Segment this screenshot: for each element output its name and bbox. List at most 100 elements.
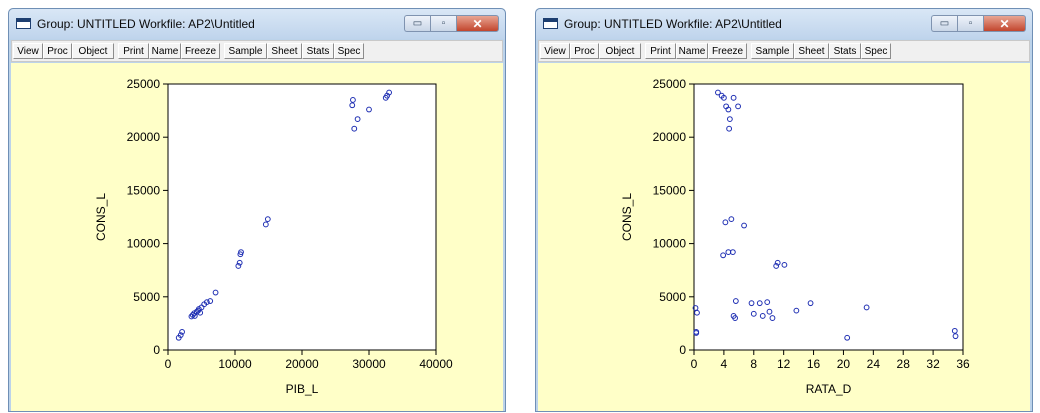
group-window-right[interactable]: Group: UNTITLED Workfile: AP2\Untitled ▭… <box>535 8 1033 412</box>
y-axis-label: CONS_L <box>620 193 634 241</box>
minimize-button[interactable]: ▭ <box>404 15 430 32</box>
title-bar[interactable]: Group: UNTITLED Workfile: AP2\Untitled ▭… <box>9 9 505 39</box>
close-button[interactable]: ✕ <box>456 15 499 32</box>
window-title: Group: UNTITLED Workfile: AP2\Untitled <box>564 17 782 31</box>
stats-button[interactable]: Stats <box>302 43 334 59</box>
plot-frame <box>693 83 964 351</box>
x-tick-label: 0 <box>691 357 698 371</box>
data-point <box>741 222 747 229</box>
y-tick-label: 25000 <box>127 77 161 91</box>
maximize-button[interactable]: ▫ <box>957 15 983 32</box>
x-tick-label: 16 <box>807 357 821 371</box>
stats-button[interactable]: Stats <box>829 43 861 59</box>
name-button[interactable]: Name <box>149 43 181 59</box>
y-tick-label: 15000 <box>127 183 161 197</box>
data-point <box>730 94 737 101</box>
spec-button[interactable]: Spec <box>861 43 891 59</box>
data-point <box>366 106 372 113</box>
data-point <box>732 298 739 304</box>
y-tick-label: 20000 <box>127 130 161 144</box>
y-tick-label: 0 <box>679 343 686 357</box>
data-point <box>793 307 800 314</box>
plot-frame <box>167 83 437 351</box>
x-tick-label: 12 <box>777 357 791 371</box>
y-tick-label: 10000 <box>653 237 687 251</box>
data-point <box>769 315 776 321</box>
data-point <box>264 216 271 223</box>
data-point <box>350 97 356 103</box>
data-point <box>386 89 393 96</box>
sheet-button[interactable]: Sheet <box>267 43 302 59</box>
x-tick-label: 8 <box>750 357 757 371</box>
data-point <box>807 300 814 307</box>
data-point <box>756 300 763 307</box>
title-bar[interactable]: Group: UNTITLED Workfile: AP2\Untitled ▭… <box>536 9 1032 39</box>
y-tick-label: 5000 <box>133 290 160 304</box>
data-point <box>236 259 243 266</box>
data-point <box>720 252 727 259</box>
data-point <box>715 89 721 96</box>
view-button[interactable]: View <box>13 43 43 59</box>
object-button[interactable]: Object <box>599 43 641 59</box>
data-point <box>952 333 959 340</box>
sample-button[interactable]: Sample <box>224 43 267 59</box>
print-button[interactable]: Print <box>118 43 149 59</box>
object-button[interactable]: Object <box>72 43 114 59</box>
freeze-button[interactable]: Freeze <box>181 43 220 59</box>
data-point <box>212 289 219 296</box>
x-tick-label: 36 <box>956 357 970 371</box>
scatter-chart-rata: 0 4 8 12 16 20 24 28 32 36 0 5000 10000 15000 20000 250… <box>620 77 970 396</box>
x-tick-label: 4 <box>721 357 728 371</box>
y-tick-label: 25000 <box>653 77 687 91</box>
minimize-button[interactable]: ▭ <box>931 15 957 32</box>
data-point <box>844 334 851 341</box>
group-window-left[interactable]: Group: UNTITLED Workfile: AP2\Untitled ▭… <box>8 8 506 412</box>
data-point <box>728 216 735 223</box>
window-title: Group: UNTITLED Workfile: AP2\Untitled <box>37 17 255 31</box>
spec-button[interactable]: Spec <box>334 43 364 59</box>
x-tick-label: 30000 <box>352 357 386 371</box>
data-point <box>781 261 788 268</box>
proc-button[interactable]: Proc <box>570 43 599 59</box>
data-point <box>177 332 184 339</box>
x-tick-label: 20000 <box>285 357 319 371</box>
name-button[interactable]: Name <box>676 43 708 59</box>
data-point <box>951 327 958 334</box>
data-point <box>764 299 771 306</box>
y-tick-label: 5000 <box>659 290 686 304</box>
data-point <box>351 125 358 132</box>
y-tick-label: 0 <box>153 343 160 357</box>
data-point <box>203 299 210 306</box>
x-tick-label: 28 <box>897 357 911 371</box>
data-point <box>349 102 356 109</box>
proc-button[interactable]: Proc <box>43 43 72 59</box>
scatter-chart-pib: 0 10000 20000 30000 40000 0 5000 10000 15000 2000… <box>94 77 453 396</box>
data-point <box>766 308 773 315</box>
data-point <box>729 249 736 256</box>
data-point <box>773 263 780 269</box>
view-button[interactable]: View <box>540 43 570 59</box>
y-tick-label: 20000 <box>653 130 687 144</box>
data-point <box>726 125 733 132</box>
x-tick-label: 10000 <box>218 357 252 371</box>
close-button[interactable]: ✕ <box>983 15 1026 32</box>
print-button[interactable]: Print <box>645 43 676 59</box>
data-point <box>262 221 269 228</box>
data-point <box>732 315 738 321</box>
data-point <box>720 94 727 101</box>
sample-button[interactable]: Sample <box>751 43 794 59</box>
y-tick-label: 15000 <box>653 183 687 197</box>
x-tick-label: 0 <box>165 357 172 371</box>
sheet-button[interactable]: Sheet <box>794 43 829 59</box>
x-axis-label: PIB_L <box>286 382 319 396</box>
data-point <box>774 259 781 266</box>
maximize-button[interactable]: ▫ <box>430 15 456 32</box>
data-point <box>759 313 766 319</box>
x-tick-label: 32 <box>926 357 940 371</box>
y-tick-label: 10000 <box>127 237 161 251</box>
data-point <box>722 219 729 226</box>
freeze-button[interactable]: Freeze <box>708 43 747 59</box>
window-icon <box>16 18 31 29</box>
y-axis-label: CONS_L <box>94 193 108 241</box>
x-tick-label: 20 <box>837 357 851 371</box>
